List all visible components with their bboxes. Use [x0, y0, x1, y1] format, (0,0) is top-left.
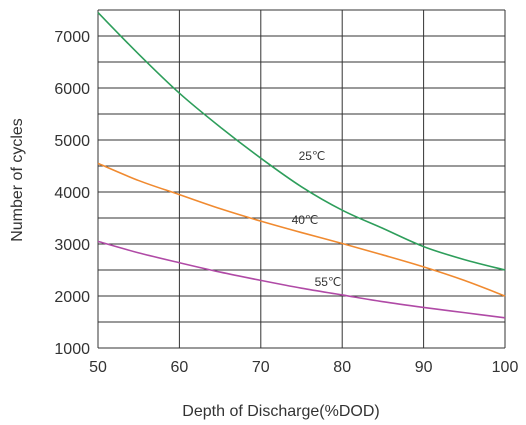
series-line-2 — [98, 163, 505, 296]
x-tick-label: 60 — [171, 359, 189, 376]
series-label-1: 25℃ — [299, 149, 326, 163]
series-line-1 — [98, 13, 505, 270]
grid — [98, 10, 505, 348]
y-tick-label: 7000 — [54, 29, 90, 46]
y-tick-label: 5000 — [54, 133, 90, 150]
y-tick-label: 3000 — [54, 237, 90, 254]
series-labels: 25℃ 40℃ 55℃ — [292, 149, 342, 289]
x-tick-label: 50 — [89, 359, 107, 376]
series-label-3: 55℃ — [315, 275, 342, 289]
y-tick-label: 2000 — [54, 289, 90, 306]
x-tick-label: 80 — [333, 359, 351, 376]
x-tick-label: 90 — [415, 359, 433, 376]
y-tick-label: 4000 — [54, 185, 90, 202]
x-tick-label: 70 — [252, 359, 270, 376]
y-tick-labels: 1000 2000 3000 4000 5000 6000 7000 — [54, 29, 90, 358]
y-tick-label: 6000 — [54, 81, 90, 98]
y-tick-label: 1000 — [54, 341, 90, 358]
series-label-2: 40℃ — [292, 213, 319, 227]
x-tick-labels: 50 60 70 80 90 100 — [89, 359, 518, 376]
series-lines — [98, 13, 505, 318]
x-axis-label: Depth of Discharge(%DOD) — [182, 403, 379, 420]
x-tick-label: 100 — [492, 359, 519, 376]
y-axis-label: Number of cycles — [9, 118, 26, 242]
